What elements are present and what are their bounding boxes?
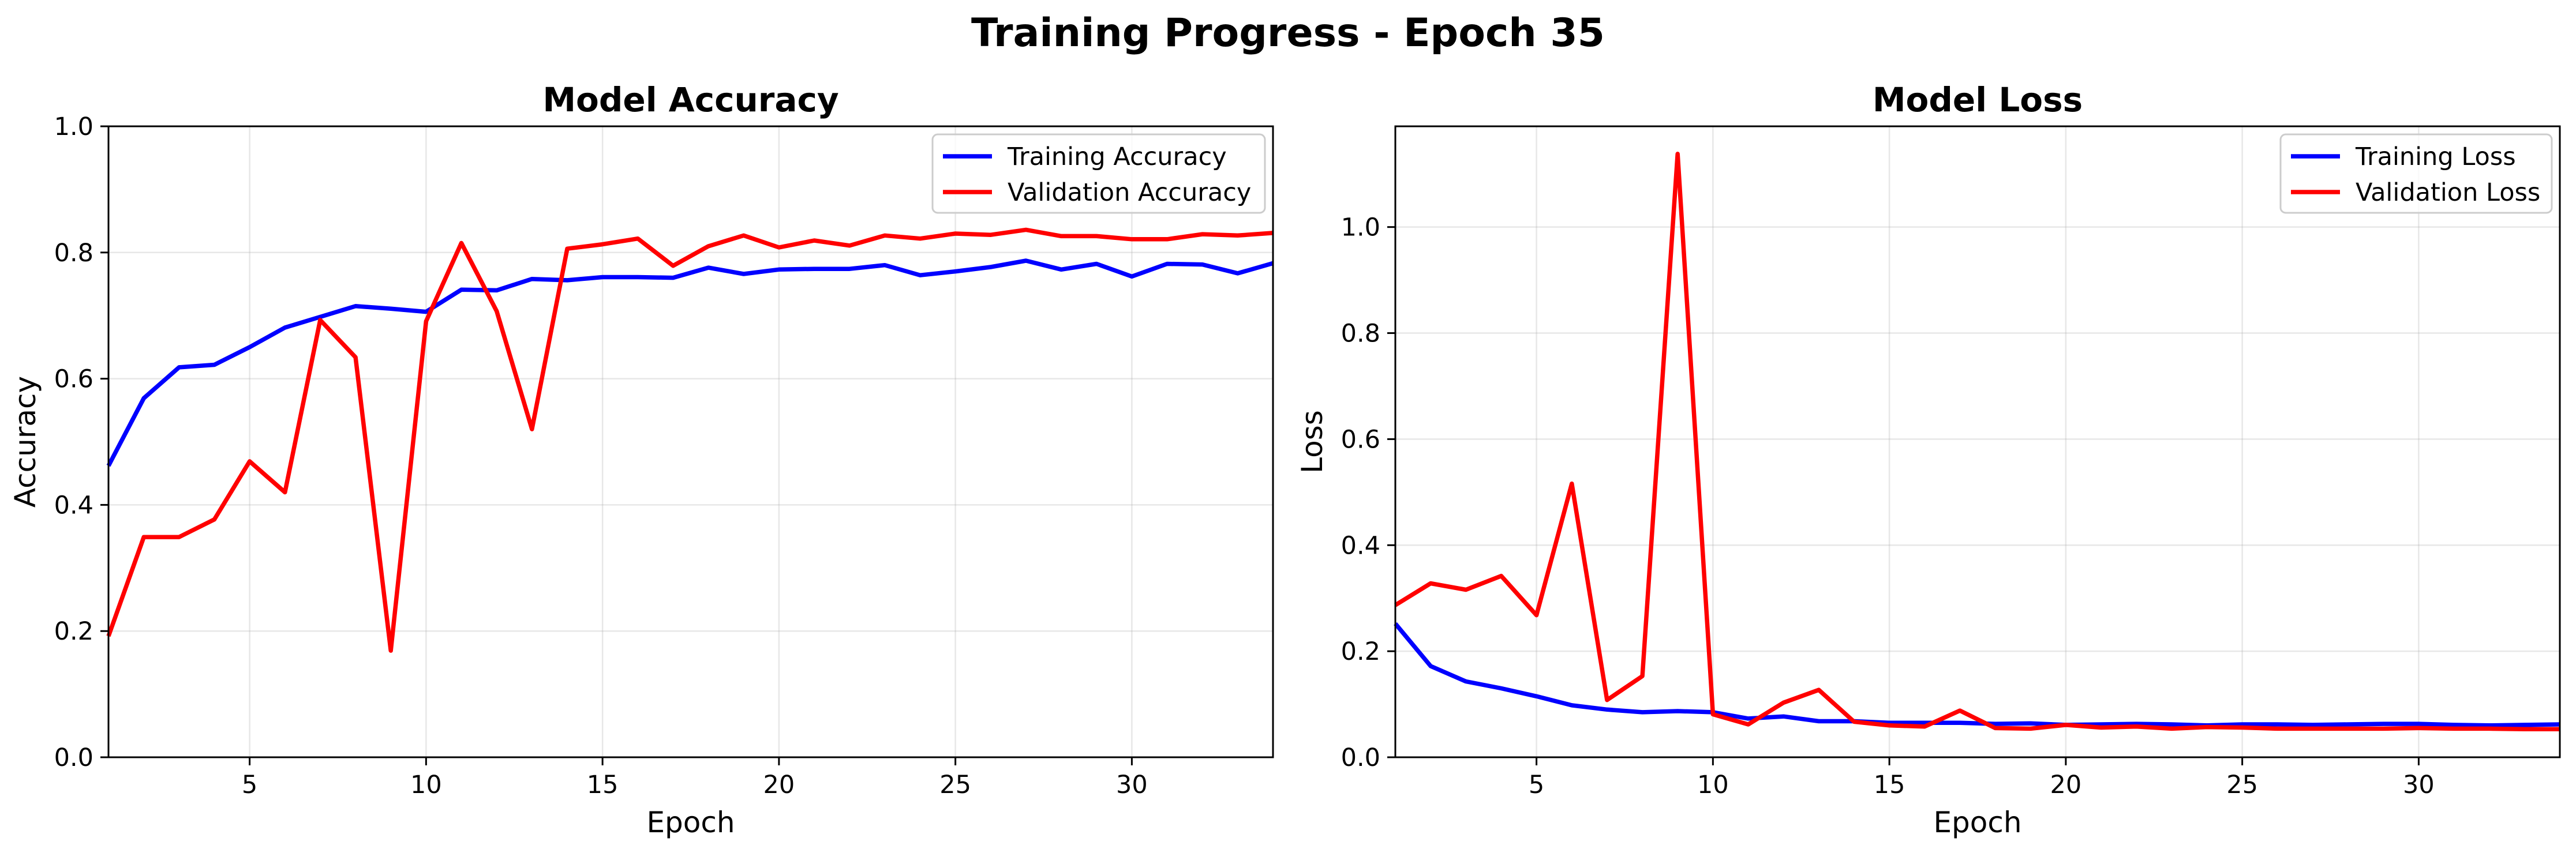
x-tick-label: 20 — [2050, 771, 2082, 799]
x-tick-label: 10 — [1697, 771, 1729, 799]
y-tick-label: 0.6 — [54, 365, 93, 394]
x-tick-label: 5 — [242, 771, 257, 799]
legend-label: Training Accuracy — [1007, 142, 1227, 171]
x-tick-label: 25 — [2226, 771, 2258, 799]
x-axis-label: Epoch — [646, 806, 735, 839]
plot-frame — [1394, 125, 2561, 758]
y-tick-label: 0.4 — [54, 491, 93, 520]
validation-loss-line — [1394, 152, 2560, 732]
y-axis-label: Loss — [1296, 410, 1329, 474]
training-accuracy-line — [106, 258, 1274, 467]
legend-label: Validation Accuracy — [1008, 178, 1251, 207]
x-tick-label: 30 — [1116, 771, 1148, 799]
legend-label: Validation Loss — [2356, 178, 2540, 207]
x-tick-label: 15 — [587, 771, 619, 799]
x-tick-label: 30 — [2403, 771, 2435, 799]
y-tick-label: 0.4 — [1341, 531, 1380, 560]
plot-frame — [107, 125, 1274, 758]
loss-chart: 5 10 15 20 25 30 0.0 0.2 0.4 0.6 0.8 1.0 Model Loss E… — [1296, 80, 2561, 839]
legend-box — [931, 133, 1266, 214]
training-loss-line — [1394, 622, 2560, 728]
y-tick-label: 0.2 — [1341, 637, 1380, 666]
y-tick-label: 0.2 — [54, 617, 93, 646]
x-tick-label: 15 — [1874, 771, 1905, 799]
y-tick-label: 0.8 — [54, 239, 93, 268]
loss-legend: Training Loss Validation Loss — [2279, 133, 2553, 214]
y-tick-label: 0.6 — [1341, 425, 1380, 454]
x-axis-label: Epoch — [1933, 806, 2021, 839]
y-tick-label: 0.0 — [1341, 743, 1380, 772]
accuracy-chart: 5 10 15 20 25 30 0.0 0.2 0.4 0.6 0.8 1.0 Model Accur… — [9, 80, 1274, 839]
validation-accuracy-line — [106, 227, 1274, 653]
x-tick-label: 20 — [763, 771, 795, 799]
y-tick-label: 1.0 — [1341, 213, 1380, 242]
loss-chart-title: Model Loss — [1873, 80, 2083, 119]
x-tick-label: 10 — [410, 771, 442, 799]
legend-box — [2279, 133, 2553, 214]
accuracy-chart-title: Model Accuracy — [542, 80, 838, 119]
y-axis-label: Accuracy — [9, 376, 42, 508]
x-tick-label: 5 — [1529, 771, 1544, 799]
x-tick-label: 25 — [939, 771, 971, 799]
y-tick-label: 0.8 — [1341, 320, 1380, 348]
y-tick-label: 1.0 — [54, 112, 93, 141]
legend-label: Training Loss — [2355, 142, 2516, 171]
y-tick-label: 0.0 — [54, 743, 93, 772]
figure-title: Training Progress - Epoch 35 — [971, 10, 1605, 56]
accuracy-legend: Training Accuracy Validation Accuracy — [931, 133, 1266, 214]
